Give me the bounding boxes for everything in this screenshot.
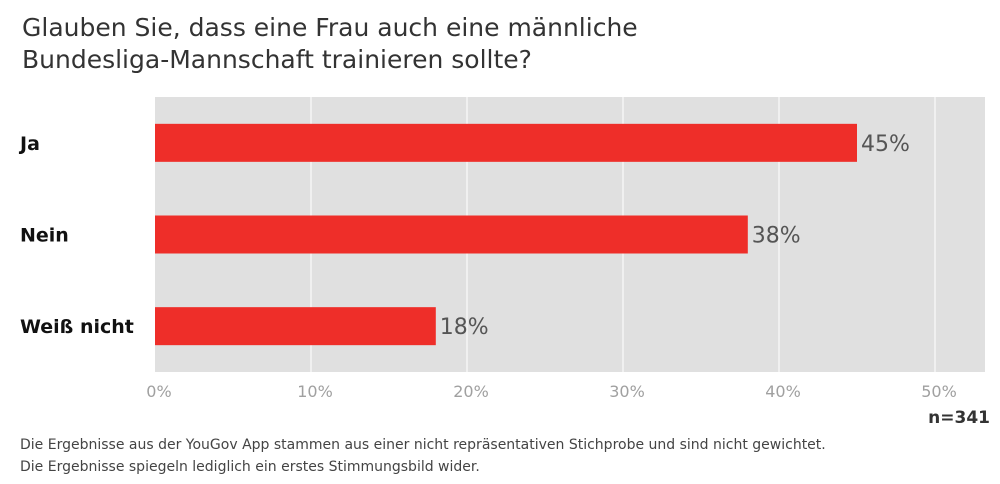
footnote-line-2: Die Ergebnisse spiegeln lediglich ein er…	[20, 459, 480, 475]
bar	[155, 307, 436, 346]
x-tick-label: 0%	[146, 382, 171, 401]
x-tick-label: 40%	[765, 382, 801, 401]
chart-title-line-2: Bundesliga-Mannschaft trainieren sollte?	[22, 45, 532, 74]
category-label: Weiß nicht	[20, 316, 134, 338]
x-tick-label: 10%	[297, 382, 333, 401]
value-label: 45%	[861, 132, 910, 157]
category-label: Nein	[20, 225, 69, 247]
footnote-line-1: Die Ergebnisse aus der YouGov App stamme…	[20, 437, 826, 453]
chart-title: Glauben Sie, dass eine Frau auch eine mä…	[22, 12, 638, 76]
bar	[155, 123, 857, 162]
x-tick-label: 20%	[453, 382, 489, 401]
x-tick-label: 50%	[921, 382, 957, 401]
footnote: Die Ergebnisse aus der YouGov App stamme…	[20, 434, 826, 478]
value-label: 38%	[752, 224, 801, 249]
value-label: 18%	[440, 315, 489, 340]
x-tick-label: 30%	[609, 382, 645, 401]
chart-title-line-1: Glauben Sie, dass eine Frau auch eine mä…	[22, 13, 638, 42]
category-label: Ja	[18, 133, 40, 155]
sample-size-label: n=341	[928, 408, 990, 428]
bar	[155, 215, 748, 254]
